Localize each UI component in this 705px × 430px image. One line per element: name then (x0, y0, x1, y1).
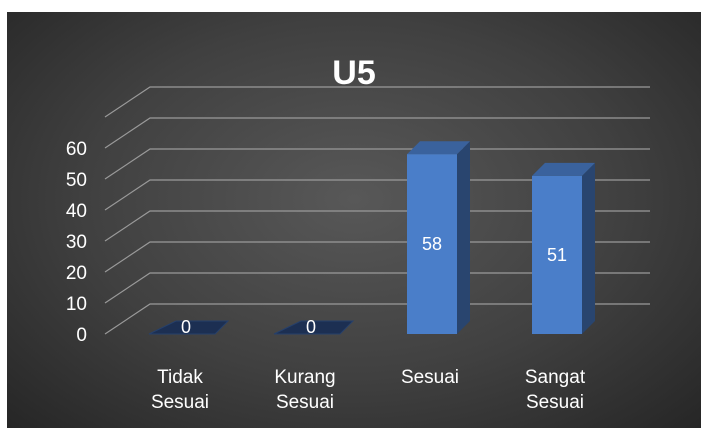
grid-lines (104, 86, 650, 335)
x-category-label: Kurang Sesuai (274, 367, 335, 413)
x-category-label: Sesuai (401, 367, 459, 388)
gridline-30 (104, 210, 650, 242)
chart-title: U5 (332, 54, 375, 92)
data-label: 0 (306, 317, 316, 337)
bars (148, 141, 595, 335)
x-category-label: Tidak Sesuai (151, 367, 209, 413)
gridline-20 (104, 241, 650, 273)
y-tick-label: 30 (66, 232, 87, 253)
data-label: 51 (547, 245, 567, 265)
y-tick-label: 10 (66, 294, 87, 315)
gridline-50 (104, 148, 650, 180)
data-label: 0 (181, 317, 191, 337)
data-label: 58 (422, 234, 442, 254)
gridline-40 (104, 179, 650, 211)
bar-kurang-sesuai (273, 320, 355, 335)
y-axis-ticks: 0 10 20 30 40 50 60 (66, 139, 87, 346)
chart-frame: 0 10 20 30 40 50 60 0 0 58 51 Tidak Sesuai Kurang Se… (7, 12, 701, 428)
bar-chart: 0 10 20 30 40 50 60 0 0 58 51 Tidak Sesuai Kurang Se… (66, 54, 650, 413)
y-tick-label: 40 (66, 201, 87, 222)
y-tick-label: 20 (66, 263, 87, 284)
gridline-0 (104, 303, 650, 335)
x-axis-categories: Tidak Sesuai Kurang Sesuai Sesuai Sangat Sesua… (151, 367, 586, 413)
bar-sangat-sesuai (532, 162, 595, 334)
data-labels: 0 0 58 51 (181, 234, 567, 337)
y-tick-label: 50 (66, 170, 87, 191)
y-tick-label: 60 (66, 139, 87, 160)
bar-sesuai (407, 141, 470, 334)
gridline-60 (104, 117, 650, 149)
gridline-top (104, 86, 650, 118)
x-category-label: Sangat Sesuai (525, 367, 586, 413)
bar-tidak-sesuai (148, 320, 230, 335)
gridline-10 (104, 272, 650, 304)
y-tick-label: 0 (76, 325, 87, 346)
